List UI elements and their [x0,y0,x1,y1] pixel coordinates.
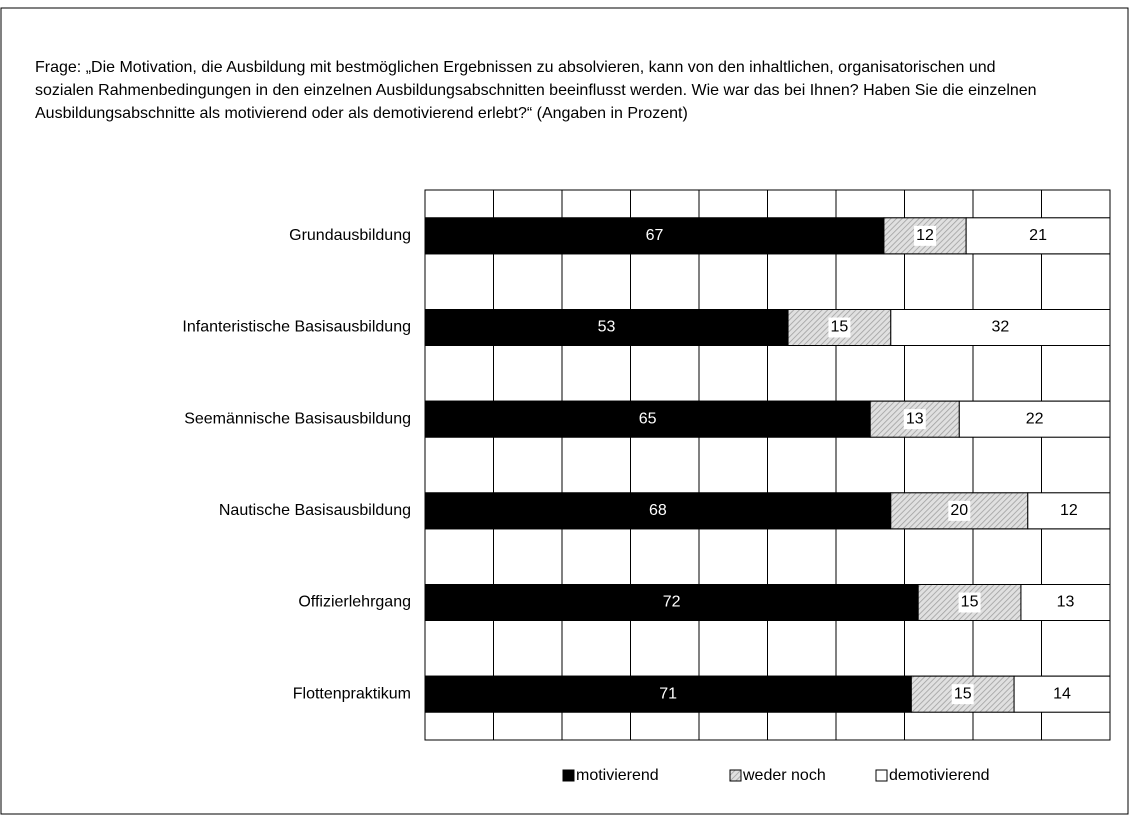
bar-segment [424,400,871,438]
value-label: 13 [1057,594,1075,611]
category-label: Nautische Basisausbildung [219,502,411,519]
legend-marker [875,769,888,782]
label-bg [903,409,926,430]
value-label: 65 [639,410,657,427]
bar-segment [424,309,789,346]
value-label: 53 [598,319,616,336]
label-bg [948,500,971,521]
value-label: 13 [906,410,924,427]
bar-segment [424,584,919,621]
legend-marker [562,769,575,782]
bar-segment [890,309,1111,346]
bar-segment [1013,675,1111,713]
value-label: 20 [950,502,968,519]
category-label: Grundausbildung [289,227,411,244]
bar-segment [424,675,912,713]
value-label: 21 [1029,227,1047,244]
value-label: 15 [961,594,979,611]
value-label: 32 [992,319,1010,336]
value-label: 15 [831,319,849,336]
label-bg [828,317,851,338]
value-label: 72 [663,594,681,611]
value-label: 22 [1026,410,1044,427]
value-label: 14 [1053,685,1071,702]
value-label: 68 [649,502,667,519]
legend-label: motivierend [576,767,659,784]
category-label: Seemännische Basisausbildung [184,410,411,427]
value-label: 12 [1060,502,1078,519]
value-label: 71 [659,685,677,702]
category-label: Flottenpraktikum [293,685,411,702]
chart-title: Frage: „Die Motivation, die Ausbildung m… [35,59,1037,122]
bar-segment [1027,492,1111,530]
bar-segment [965,217,1111,255]
legend-marker [729,769,742,782]
value-label: 67 [646,227,664,244]
frame [0,7,1129,815]
bar-segment [1020,584,1111,621]
bar-segment [424,217,885,255]
category-label: Infanteristische Basisausbildung [182,319,411,336]
bar-segment [958,400,1111,438]
legend-label: demotivierend [889,767,990,784]
legend-label: weder noch [742,767,826,784]
value-label: 12 [916,227,934,244]
category-label: Offizierlehrgang [298,594,411,611]
label-bg [958,592,981,613]
label-bg [914,225,937,246]
value-label: 15 [954,685,972,702]
label-bg [951,684,974,705]
